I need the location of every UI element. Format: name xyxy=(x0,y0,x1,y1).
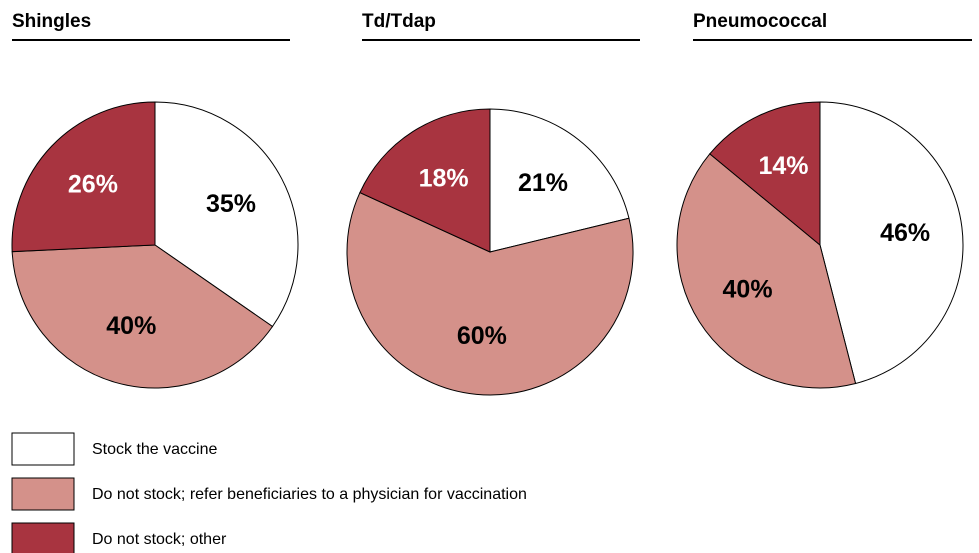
data-label: 60% xyxy=(457,322,507,350)
pie-slice xyxy=(11,244,274,389)
chart-title: Shingles xyxy=(12,11,91,32)
pie-slice xyxy=(819,101,964,385)
data-label: 46% xyxy=(880,219,930,247)
legend-label: Do not stock; refer beneficiaries to a p… xyxy=(92,486,527,503)
pie-slice xyxy=(11,101,156,253)
pie-slice xyxy=(676,153,857,389)
pie-slice xyxy=(489,108,630,253)
pie-slice xyxy=(346,191,634,396)
chart-title: Pneumococcal xyxy=(693,11,827,32)
data-label: 21% xyxy=(518,169,568,197)
data-label: 26% xyxy=(68,170,118,198)
data-label: 14% xyxy=(758,152,808,180)
data-label: 18% xyxy=(419,164,469,192)
pie-slice xyxy=(359,108,491,253)
legend-swatch xyxy=(11,522,75,553)
legend-swatch xyxy=(11,432,75,466)
data-label: 40% xyxy=(723,276,773,304)
legend-swatch xyxy=(11,477,75,511)
data-label: 40% xyxy=(106,312,156,340)
chart-title: Td/Tdap xyxy=(362,11,436,32)
data-label: 35% xyxy=(206,190,256,218)
legend-label: Do not stock; other xyxy=(92,531,227,548)
pie-slice xyxy=(154,101,299,328)
pie-slice xyxy=(709,101,821,247)
legend-label: Stock the vaccine xyxy=(92,441,218,458)
